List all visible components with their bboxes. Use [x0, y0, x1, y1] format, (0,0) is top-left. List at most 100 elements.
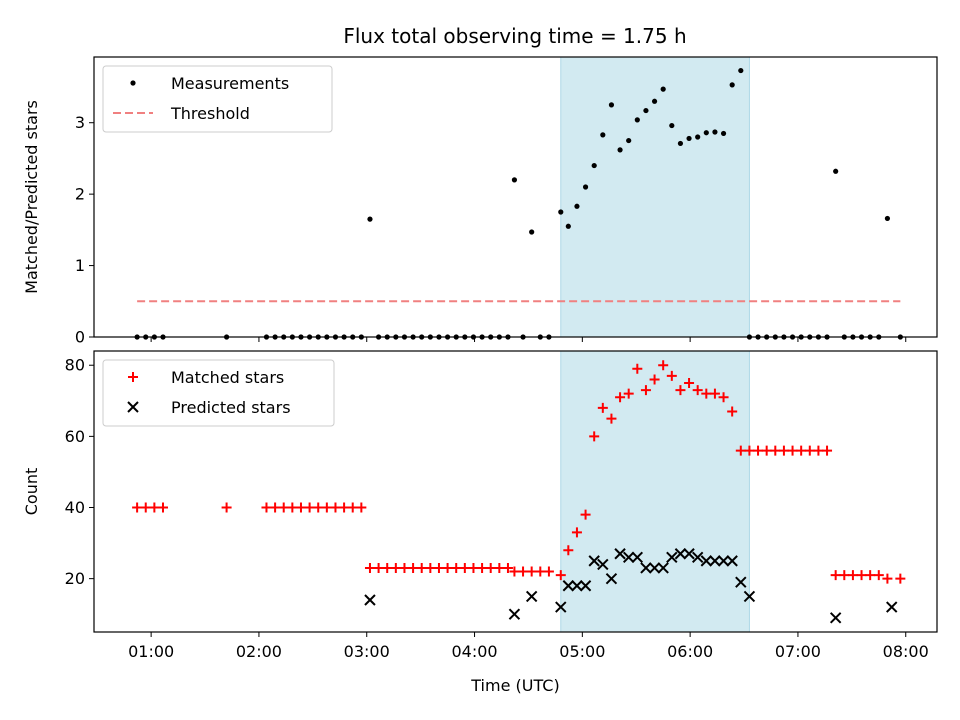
data-point	[829, 612, 842, 624]
series-2	[364, 548, 898, 624]
x-tick-label: 08:00	[883, 642, 929, 661]
data-point	[582, 184, 589, 190]
legend-label: Measurements	[171, 74, 289, 93]
data-point	[591, 162, 597, 169]
data-point	[535, 566, 546, 577]
data-point	[399, 562, 410, 573]
data-point	[660, 86, 666, 92]
data-point	[691, 551, 704, 564]
y-axis-label: Count	[22, 468, 41, 516]
data-point	[833, 168, 839, 174]
data-point	[717, 555, 730, 567]
data-point	[882, 573, 893, 584]
data-point	[701, 388, 712, 399]
data-point	[813, 445, 824, 456]
legend-label: Predicted stars	[171, 398, 291, 417]
data-point	[555, 570, 566, 581]
legend-label: Matched stars	[171, 368, 284, 387]
data-point	[416, 562, 427, 573]
data-point	[149, 502, 160, 513]
data-point	[695, 134, 701, 140]
data-point	[565, 223, 571, 229]
data-point	[270, 502, 281, 513]
data-point	[886, 601, 898, 613]
x-tick-label: 07:00	[775, 642, 821, 661]
data-point	[634, 117, 640, 123]
data-point	[295, 502, 306, 513]
data-point	[608, 102, 615, 108]
x-tick-label: 01:00	[128, 642, 174, 661]
data-point	[140, 502, 151, 513]
data-point	[508, 608, 521, 620]
data-point	[666, 551, 678, 564]
data-point	[651, 98, 658, 104]
y-tick-label: 2	[75, 185, 85, 204]
data-point	[555, 601, 567, 613]
measurements-panel: 0 1 2 3 Matched/Predicted stars Measurement…	[22, 56, 938, 347]
data-point	[720, 130, 727, 137]
data-point	[494, 562, 505, 573]
data-point	[626, 137, 632, 144]
observing-window-band	[560, 350, 750, 633]
data-point	[261, 502, 272, 513]
x-tick-label: 03:00	[344, 642, 390, 661]
data-point	[518, 566, 529, 577]
data-point	[367, 216, 373, 222]
data-point	[313, 502, 324, 513]
y-tick-label: 60	[65, 427, 85, 446]
data-point	[884, 215, 891, 222]
y-tick-label: 1	[75, 256, 85, 275]
data-point	[712, 129, 718, 135]
y-tick-label: 0	[75, 328, 85, 347]
data-point	[623, 388, 634, 399]
data-point	[390, 562, 401, 573]
data-point	[382, 562, 393, 573]
data-point	[686, 135, 692, 142]
data-point	[684, 378, 695, 389]
data-point	[822, 445, 833, 456]
data-point	[330, 502, 341, 513]
data-point	[735, 576, 747, 588]
legend-swatch	[128, 372, 138, 382]
data-point	[571, 580, 583, 592]
legend-label: Threshold	[170, 104, 250, 123]
data-point	[614, 548, 626, 560]
data-point	[703, 130, 709, 136]
data-point	[459, 562, 470, 573]
data-point	[606, 413, 617, 424]
data-point	[321, 502, 332, 513]
data-point	[640, 385, 651, 396]
data-point	[468, 562, 479, 573]
data-point	[574, 203, 580, 209]
y-tick-label: 20	[65, 569, 85, 588]
data-point	[589, 431, 600, 442]
data-point	[477, 562, 488, 573]
y-tick-label: 3	[75, 113, 85, 132]
x-tick-label: 02:00	[236, 642, 282, 661]
data-point	[278, 502, 289, 513]
data-point	[287, 502, 298, 513]
data-point	[347, 502, 358, 513]
data-point	[666, 370, 677, 381]
data-point	[700, 555, 713, 567]
data-point	[847, 570, 858, 581]
data-point	[221, 502, 232, 513]
data-point	[895, 573, 906, 584]
data-point	[865, 570, 876, 581]
series-1	[132, 360, 906, 584]
data-point	[657, 562, 669, 574]
data-point	[597, 558, 609, 571]
data-point	[709, 555, 721, 567]
x-tick-label: 04:00	[451, 642, 497, 661]
legend: Matched stars Predicted stars	[102, 359, 335, 427]
legend-box	[102, 359, 335, 427]
x-tick-label: 05:00	[559, 642, 605, 661]
data-point	[674, 548, 687, 560]
data-point	[692, 385, 703, 396]
data-point	[408, 562, 419, 573]
data-point	[770, 445, 781, 456]
data-point	[502, 562, 513, 573]
data-point	[511, 177, 518, 183]
data-point	[485, 562, 496, 573]
